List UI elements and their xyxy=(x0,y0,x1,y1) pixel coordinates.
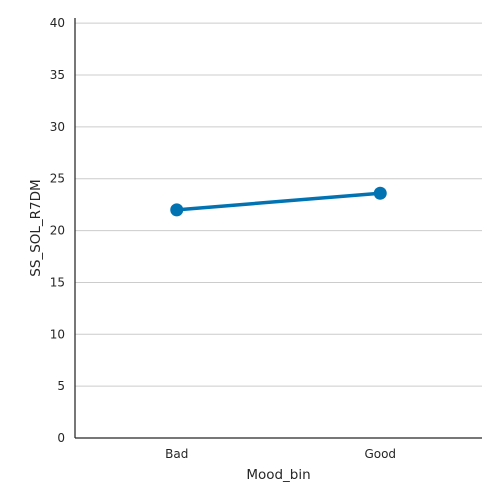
data-point xyxy=(373,186,387,200)
x-axis-ticks: Bad Good xyxy=(165,447,396,461)
x-tick-label: Good xyxy=(364,447,396,461)
y-tick-label: 40 xyxy=(50,16,65,30)
grid-lines xyxy=(75,22,482,387)
y-axis-label: SS_SOL_R7DM xyxy=(28,179,44,276)
y-tick-label: 5 xyxy=(57,379,65,393)
y-tick-label: 0 xyxy=(57,431,65,445)
y-axis-ticks: 0 5 10 15 20 25 30 35 40 xyxy=(50,16,65,445)
data-point xyxy=(170,203,184,217)
y-tick-label: 25 xyxy=(50,172,65,186)
y-tick-label: 15 xyxy=(50,275,65,289)
y-tick-label: 35 xyxy=(50,68,65,82)
y-tick-label: 20 xyxy=(50,224,65,238)
series-group xyxy=(170,186,387,217)
x-tick-label: Bad xyxy=(165,447,188,461)
series-line xyxy=(175,191,382,212)
y-tick-label: 10 xyxy=(50,327,65,341)
y-tick-label: 30 xyxy=(50,120,65,134)
x-axis-label: Mood_bin xyxy=(246,467,310,483)
